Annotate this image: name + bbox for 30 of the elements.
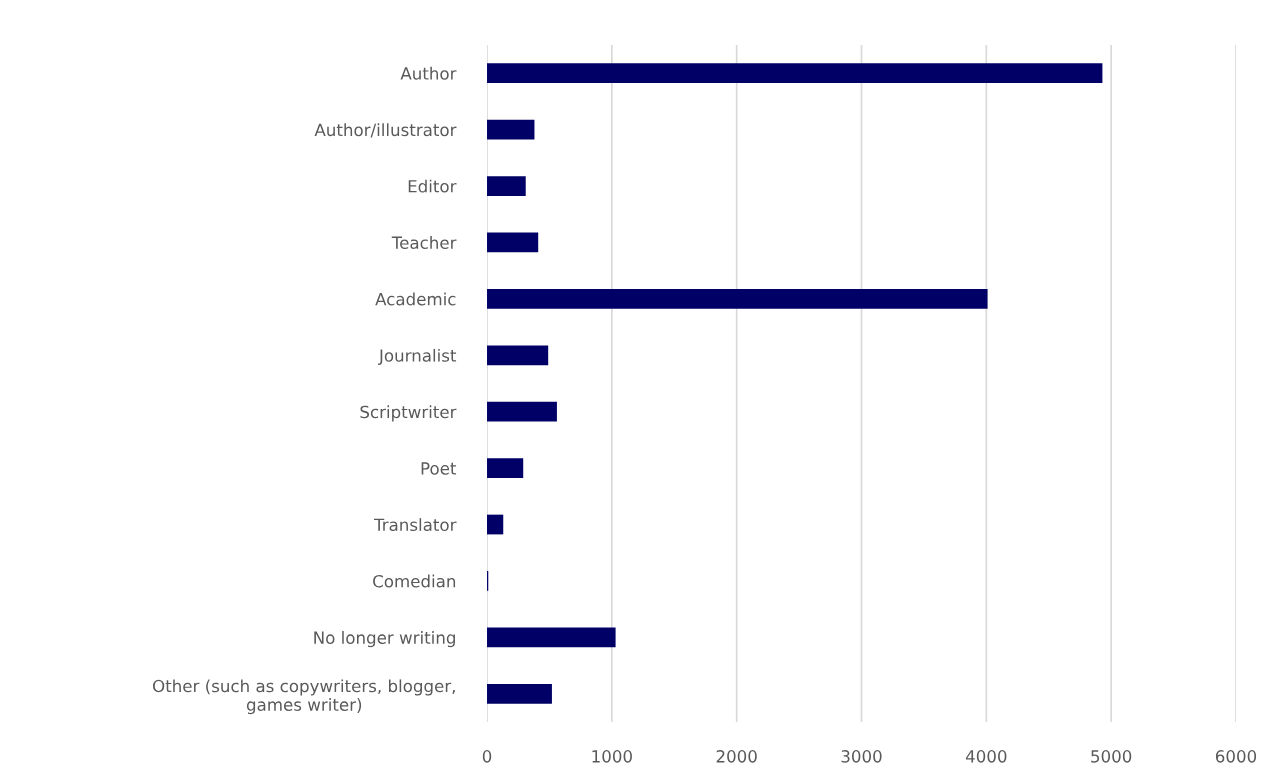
y-tick-label: Poet	[421, 462, 457, 475]
bar	[487, 176, 526, 196]
x-tick-label: 3000	[841, 750, 882, 763]
y-tick-label: Translator	[373, 518, 457, 532]
x-tick-label: 1000	[592, 750, 632, 763]
bar	[487, 683, 552, 704]
bar	[487, 458, 524, 478]
y-tick-label: Journalist	[378, 348, 457, 365]
bar	[487, 627, 616, 648]
bar	[487, 288, 988, 309]
bar	[487, 63, 1103, 84]
y-tick-label: Scriptwriter	[360, 405, 457, 422]
y-tick-label: No longer writing	[314, 631, 455, 648]
bar	[487, 401, 557, 422]
x-tick-label: 2000	[716, 750, 757, 763]
x-tick-label: 5000	[1091, 750, 1132, 763]
y-tick-label: Author/illustrator	[314, 123, 457, 138]
x-tick-label: 4000	[965, 750, 1007, 763]
y-tick-label: Author	[400, 66, 457, 80]
bar	[487, 119, 535, 140]
x-tick-label: 0	[482, 750, 492, 763]
bar	[487, 232, 539, 253]
bar	[487, 514, 504, 535]
y-tick-label: Editor	[408, 179, 457, 193]
y-tick-label: Academic	[375, 292, 456, 306]
y-tick-label: Other (such as copywriters, blogger, games writer)	[153, 679, 455, 715]
y-tick-label: Teacher	[391, 236, 457, 249]
bar	[487, 345, 549, 366]
x-tick-label: 6000	[1215, 750, 1257, 763]
y-tick-label: Comedian	[373, 574, 456, 588]
